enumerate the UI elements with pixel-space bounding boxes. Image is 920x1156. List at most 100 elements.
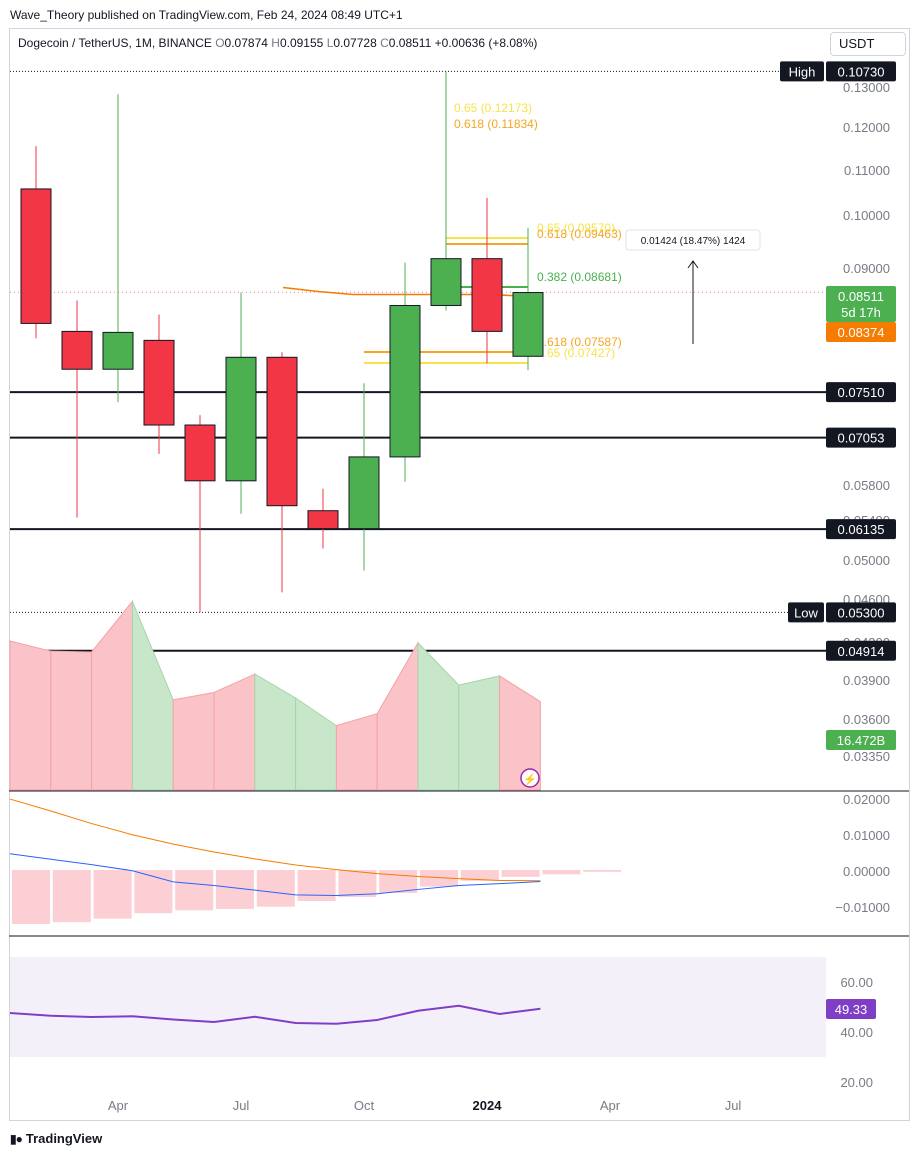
close-value: 0.08511 xyxy=(388,36,432,50)
volume-segment xyxy=(335,712,378,791)
macd-histogram-bar xyxy=(93,870,132,919)
symbol-legend: Dogecoin / TetherUS, 1M, BINANCE O0.0787… xyxy=(18,36,537,50)
level-price-tag-bg xyxy=(826,602,896,623)
volume-segment xyxy=(458,675,501,791)
volume-segment xyxy=(50,650,93,791)
high-label: H xyxy=(271,36,280,50)
candle-body[interactable] xyxy=(389,304,421,458)
macd-histogram-bar xyxy=(12,870,50,924)
fib-label-lower: 0.618 (0.07587) xyxy=(537,335,622,349)
candle-body[interactable] xyxy=(307,510,339,530)
price-axis-tick: 0.10000 xyxy=(843,208,890,223)
macd-histogram-bar xyxy=(420,870,458,887)
tradingview-logo[interactable]: ▮● TradingView xyxy=(10,1131,102,1146)
fib-label-top: 0.618 (0.11834) xyxy=(454,117,538,131)
level-price-tag: 0.06135 xyxy=(838,522,885,537)
volume-segment xyxy=(172,691,215,791)
candle-body[interactable] xyxy=(225,356,257,482)
volume-segment xyxy=(9,640,52,791)
candle-body[interactable] xyxy=(471,258,503,332)
volume-segment xyxy=(213,673,256,791)
low-value: 0.07728 xyxy=(333,36,377,50)
level-price-tag: 0.07510 xyxy=(838,385,885,400)
lightning-icon[interactable] xyxy=(520,768,540,788)
level-price-tag: 0.07053 xyxy=(838,431,885,446)
candle-body[interactable] xyxy=(348,456,380,530)
level-name-high-bg xyxy=(780,61,824,82)
macd-axis-tick: 0.01000 xyxy=(843,828,890,843)
macd-axis-tick: −0.01000 xyxy=(835,900,890,915)
price-axis-tick: 0.13000 xyxy=(843,80,890,95)
level-price-tag-bg xyxy=(826,61,896,82)
open-label: O xyxy=(215,36,225,50)
macd-histogram-bar xyxy=(338,870,377,897)
macd-histogram-bar xyxy=(460,870,499,881)
rsi-band xyxy=(10,957,826,1057)
macd-histogram-bar xyxy=(542,870,581,875)
currency-button[interactable]: USDT xyxy=(830,32,906,56)
candle-body[interactable] xyxy=(512,292,544,357)
rsi-tag-bg xyxy=(826,999,876,1019)
countdown-tag: 5d 17h xyxy=(841,305,881,320)
volume-segment xyxy=(91,599,133,791)
candle-body[interactable] xyxy=(102,331,134,370)
level-price-tag: 0.10730 xyxy=(838,64,885,79)
volume-segment xyxy=(131,601,174,791)
high-value: 0.09155 xyxy=(279,36,324,50)
time-axis-label: Apr xyxy=(108,1098,129,1113)
time-axis-label: Jul xyxy=(725,1098,742,1113)
level-name-low: Low xyxy=(794,605,818,620)
close-label: C xyxy=(380,36,389,50)
time-axis-label: Apr xyxy=(600,1098,621,1113)
level-price-tag-bg xyxy=(826,427,896,448)
macd-histogram-bar xyxy=(583,870,622,872)
candle-body[interactable] xyxy=(20,188,52,324)
rsi-axis-tick: 40.00 xyxy=(840,1025,873,1040)
volume-segment xyxy=(417,641,460,791)
candle-body[interactable] xyxy=(430,258,462,306)
fib-label-lower: 0.65 (0.07427) xyxy=(537,346,615,360)
volume-tag: 16.472B xyxy=(837,733,885,748)
level-price-tag: 0.04914 xyxy=(838,644,885,659)
fib-label-upper: 0.382 (0.08681) xyxy=(537,270,622,284)
time-axis-label: Oct xyxy=(354,1098,375,1113)
ema-price-tag-bg xyxy=(826,322,896,342)
macd-signal-line xyxy=(9,798,541,882)
macd-histogram-bar xyxy=(175,870,214,911)
publish-line: Wave_Theory published on TradingView.com… xyxy=(10,8,403,22)
candle-body[interactable] xyxy=(143,339,175,426)
candle-body[interactable] xyxy=(184,424,216,482)
macd-axis-tick: 0.00000 xyxy=(843,864,890,879)
price-axis-tick: 0.11000 xyxy=(844,163,890,178)
volume-segment xyxy=(254,673,297,791)
last-price-tag-bg xyxy=(826,286,896,322)
fib-label-upper: 0.618 (0.09463) xyxy=(537,227,622,241)
symbol-name[interactable]: Dogecoin / TetherUS, 1M, BINANCE xyxy=(18,36,212,50)
price-axis-tick: 0.05000 xyxy=(843,553,890,568)
measure-label: 0.01424 (18.47%) 1424 xyxy=(641,236,746,247)
rsi-tag: 49.33 xyxy=(835,1002,868,1017)
level-name-high: High xyxy=(789,64,816,79)
ema-price-tag: 0.08374 xyxy=(838,325,885,340)
macd-histogram-bar xyxy=(379,870,418,894)
measure-arrow-head xyxy=(687,260,699,269)
open-value: 0.07874 xyxy=(224,36,268,50)
volume-segment xyxy=(499,675,541,791)
rsi-line xyxy=(9,1004,541,1025)
candle-body[interactable] xyxy=(266,356,298,507)
time-axis-label: Jul xyxy=(233,1098,250,1113)
price-axis-tick: 0.09000 xyxy=(843,261,890,276)
tradingview-logo-icon: ▮● xyxy=(10,1131,23,1146)
level-price-tag-bg xyxy=(826,382,896,403)
macd-histogram-bar xyxy=(501,870,540,877)
price-axis-tick: 0.03600 xyxy=(843,712,890,727)
candle-body[interactable] xyxy=(61,330,93,370)
price-axis-tick: 0.03350 xyxy=(843,749,890,764)
price-axis-tick: 0.05800 xyxy=(843,478,890,493)
price-axis-tick: 0.12000 xyxy=(843,120,890,135)
last-price-tag: 0.08511 xyxy=(838,289,884,304)
macd-histogram-bar xyxy=(297,870,336,901)
price-axis-tick: 0.03900 xyxy=(843,673,890,688)
volume-segment xyxy=(376,640,419,791)
